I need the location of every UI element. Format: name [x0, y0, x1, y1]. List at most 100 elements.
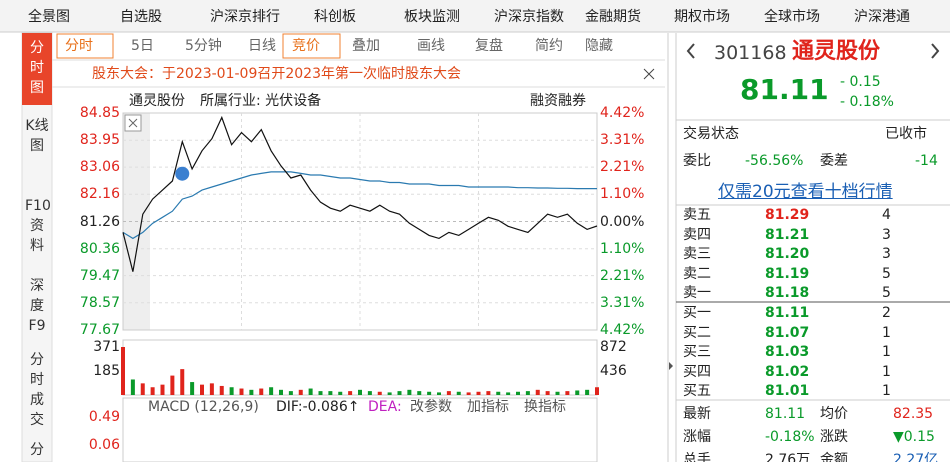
stat-value: ▼0.15	[893, 429, 935, 445]
stat-label: 涨跌	[820, 429, 848, 445]
side-tab[interactable]: F10资料	[25, 198, 51, 254]
book-price: 81.11	[765, 305, 810, 321]
y2-tick-label: 3.31%	[600, 294, 645, 311]
toolbar-button[interactable]: 隐藏	[585, 38, 613, 54]
volume-bar	[565, 391, 570, 395]
toolbar-button[interactable]: 分时	[65, 38, 93, 54]
volume-bar	[358, 389, 362, 395]
y2-tick-label: 2.21%	[600, 159, 645, 176]
stat-value: 2.27亿	[893, 452, 939, 462]
volume-bar	[259, 388, 264, 395]
volume-bar	[525, 391, 530, 395]
macd-button[interactable]: 换指标	[524, 399, 566, 415]
volume-bar	[209, 383, 214, 395]
nav-arrows[interactable]	[686, 43, 940, 59]
volume-bar	[180, 369, 185, 395]
toolbar-active	[56, 33, 114, 59]
toolbar-button[interactable]: 简约	[535, 38, 563, 54]
volume-bar	[476, 391, 481, 395]
toolbar-button[interactable]: 竞价	[292, 38, 320, 54]
volume-bar	[130, 379, 135, 395]
nav-item[interactable]: 自选股	[120, 9, 162, 25]
y2-tick-label: 4.42%	[600, 105, 645, 121]
macd-button[interactable]: 加指标	[467, 399, 509, 415]
volume-bar	[140, 383, 145, 395]
y-tick-label: 79.47	[79, 267, 120, 284]
macd-button[interactable]: 改参数	[410, 399, 452, 415]
side-tab[interactable]: 分	[30, 442, 44, 458]
nav-item[interactable]: 板块监测	[404, 9, 460, 25]
stock-name: 通灵股份	[792, 39, 881, 64]
volume-bar	[585, 389, 590, 395]
y2-tick-label: 1.10%	[600, 186, 645, 203]
book-qty: 5	[882, 265, 891, 282]
book-side: 卖二	[683, 265, 711, 282]
macd-tick: 0.06	[88, 437, 120, 453]
book-side: 买一	[683, 305, 711, 321]
stat-label: 金额	[820, 452, 848, 462]
nav-item[interactable]: 沪深港通	[854, 9, 910, 25]
stat-label: 均价	[820, 406, 848, 422]
upsell-link[interactable]: 仅需20元查看十档行情	[718, 182, 893, 202]
volume-bar	[249, 389, 254, 395]
nav-item[interactable]: 科创板	[314, 9, 356, 25]
book-side: 买四	[683, 363, 711, 380]
nav-item[interactable]: 全景图	[28, 9, 70, 25]
y-tick-label: 84.85	[79, 105, 120, 121]
book-qty: 2	[882, 305, 891, 321]
book-side: 买二	[683, 324, 711, 341]
volume-bar	[555, 391, 560, 395]
nav-item[interactable]: 期权市场	[674, 9, 730, 25]
y2-tick-label: 1.10%	[600, 240, 645, 257]
book-qty: 3	[882, 246, 891, 262]
side-tab[interactable]: K线图	[25, 118, 49, 154]
volume-bar	[446, 391, 451, 395]
volume-bar	[348, 391, 353, 395]
book-qty: 1	[882, 344, 891, 360]
industry: 所属行业: 光伏设备	[200, 93, 322, 109]
toolbar-active	[282, 33, 341, 59]
side-tab[interactable]: 分时图	[30, 40, 44, 96]
stat-value: 82.35	[893, 406, 934, 422]
stat-label: 最新	[683, 406, 711, 422]
volume-bar	[456, 391, 461, 395]
side-tab[interactable]: 分时成交	[30, 352, 44, 428]
stat-label: 涨幅	[683, 429, 711, 445]
side-tab[interactable]: 深度F9	[28, 278, 46, 334]
book-qty: 5	[882, 285, 891, 301]
nav-item[interactable]: 全球市场	[764, 9, 820, 25]
volume-bar	[486, 391, 491, 395]
book-price: 81.03	[765, 344, 810, 360]
y-tick-label: 83.06	[79, 159, 120, 176]
toolbar-button[interactable]: 叠加	[352, 38, 380, 54]
book-qty: 1	[882, 383, 891, 399]
toolbar-button[interactable]: 复盘	[475, 38, 503, 54]
macd-title: MACD (12,26,9)	[148, 399, 259, 415]
volume-right-tick: 872	[600, 339, 627, 355]
volume-bar	[229, 387, 234, 395]
label: 委差	[820, 153, 848, 169]
book-side: 卖一	[683, 285, 711, 301]
toolbar-button[interactable]: 5日	[131, 38, 154, 54]
volume-bar	[328, 391, 333, 395]
stock-code: 301168	[714, 42, 787, 64]
volume-bar	[397, 391, 402, 395]
y-tick-label: 83.95	[79, 132, 120, 149]
notice-close[interactable]	[643, 68, 655, 80]
toolbar-button[interactable]: 日线	[248, 38, 276, 54]
y2-tick-label: 4.42%	[600, 322, 645, 338]
volume-bar	[466, 392, 471, 395]
volume-bar	[437, 392, 441, 395]
y2-tick-label: 2.21%	[600, 267, 645, 284]
volume-bar	[367, 391, 372, 395]
toolbar-button[interactable]: 画线	[417, 38, 445, 54]
book-side: 卖三	[683, 246, 711, 262]
toolbar-button[interactable]: 5分钟	[185, 38, 222, 54]
y2-tick-label: 3.31%	[600, 132, 645, 149]
expand-arrow[interactable]	[669, 362, 673, 370]
nav-item[interactable]: 沪深京指数	[494, 9, 564, 25]
nav-item[interactable]: 沪深京排行	[210, 9, 280, 25]
nav-item[interactable]: 金融期货	[585, 9, 641, 25]
macd-frame	[122, 397, 598, 462]
